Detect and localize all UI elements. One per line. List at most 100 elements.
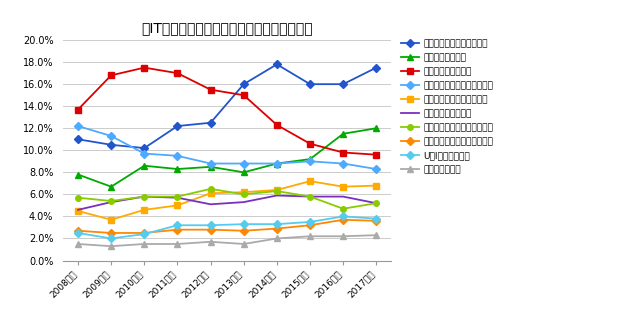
会社の将来性が不安 bbox=[306, 142, 314, 146]
U・Iターンしたい bbox=[174, 223, 181, 227]
会社の評価方法に不満がある bbox=[372, 219, 380, 223]
ほかにやりたい仕事がある bbox=[372, 65, 380, 69]
市場価値を上げたい bbox=[240, 200, 247, 204]
残業が多い／休日が少ない bbox=[240, 190, 247, 194]
ほかにやりたい仕事がある bbox=[273, 62, 281, 66]
昇進が望めない bbox=[207, 240, 215, 244]
Legend: ほかにやりたい仕事がある, 給与に不満がある, 会社の将来性が不安, 専門知識・技術を習得したい, 残業が多い／休日が少ない, 市場価値を上げたい, 幅広い経験: ほかにやりたい仕事がある, 給与に不満がある, 会社の将来性が不安, 専門知識・… bbox=[398, 36, 497, 178]
U・Iターンしたい bbox=[107, 236, 115, 240]
会社の将来性が不安 bbox=[174, 71, 181, 75]
市場価値を上げたい bbox=[107, 200, 115, 204]
給与に不満がある bbox=[339, 132, 347, 136]
ほかにやりたい仕事がある bbox=[339, 82, 347, 86]
Line: 会社の評価方法に不満がある: 会社の評価方法に不満がある bbox=[75, 217, 379, 236]
Line: 昇進が望めない: 昇進が望めない bbox=[75, 232, 379, 249]
給与に不満がある bbox=[107, 185, 115, 189]
会社の将来性が不安 bbox=[273, 123, 281, 127]
昇進が望めない bbox=[240, 242, 247, 246]
幅広い経験・知識を積みたい bbox=[141, 195, 148, 199]
幅広い経験・知識を積みたい bbox=[107, 199, 115, 203]
会社の将来性が不安 bbox=[74, 108, 82, 112]
Line: 幅広い経験・知識を積みたい: 幅広い経験・知識を積みたい bbox=[75, 186, 379, 211]
市場価値を上げたい bbox=[174, 196, 181, 200]
残業が多い／休日が少ない bbox=[174, 203, 181, 207]
残業が多い／休日が少ない bbox=[372, 184, 380, 188]
昇進が望めない bbox=[273, 236, 281, 240]
会社の評価方法に不満がある bbox=[207, 228, 215, 232]
会社の評価方法に不満がある bbox=[74, 229, 82, 233]
残業が多い／休日が少ない bbox=[141, 208, 148, 212]
会社の評価方法に不満がある bbox=[273, 226, 281, 230]
U・Iターンしたい bbox=[240, 222, 247, 226]
会社の将来性が不安 bbox=[207, 88, 215, 92]
専門知識・技術を習得したい bbox=[240, 162, 247, 166]
ほかにやりたい仕事がある bbox=[107, 143, 115, 147]
昇進が望めない bbox=[74, 242, 82, 246]
Line: 市場価値を上げたい: 市場価値を上げたい bbox=[78, 195, 376, 210]
ほかにやりたい仕事がある bbox=[306, 82, 314, 86]
市場価値を上げたい bbox=[273, 193, 281, 197]
ほかにやりたい仕事がある bbox=[240, 82, 247, 86]
昇進が望めない bbox=[141, 242, 148, 246]
市場価値を上げたい bbox=[141, 195, 148, 199]
U・Iターンしたい bbox=[207, 223, 215, 227]
幅広い経験・知識を積みたい bbox=[74, 196, 82, 200]
会社の評価方法に不満がある bbox=[240, 229, 247, 233]
残業が多い／休日が少ない bbox=[306, 179, 314, 183]
幅広い経験・知識を積みたい bbox=[372, 201, 380, 205]
会社の評価方法に不満がある bbox=[306, 223, 314, 227]
残業が多い／休日が少ない bbox=[74, 209, 82, 213]
専門知識・技術を習得したい bbox=[107, 134, 115, 138]
市場価値を上げたい bbox=[306, 195, 314, 199]
専門知識・技術を習得したい bbox=[141, 152, 148, 156]
幅広い経験・知識を積みたい bbox=[240, 192, 247, 196]
給与に不満がある bbox=[273, 162, 281, 166]
残業が多い／休日が少ない bbox=[339, 185, 347, 189]
Line: 残業が多い／休日が少ない: 残業が多い／休日が少ない bbox=[75, 178, 379, 222]
給与に不満がある bbox=[141, 164, 148, 168]
給与に不満がある bbox=[372, 126, 380, 130]
会社の将来性が不安 bbox=[339, 151, 347, 155]
専門知識・技術を習得したい bbox=[339, 162, 347, 166]
昇進が望めない bbox=[372, 233, 380, 237]
幅広い経験・知識を積みたい bbox=[306, 195, 314, 199]
ほかにやりたい仕事がある bbox=[141, 146, 148, 150]
給与に不満がある bbox=[174, 167, 181, 171]
幅広い経験・知識を積みたい bbox=[174, 195, 181, 199]
Line: 給与に不満がある: 給与に不満がある bbox=[75, 126, 379, 189]
Line: U・Iターンしたい: U・Iターンしたい bbox=[75, 214, 379, 241]
市場価値を上げたい bbox=[339, 195, 347, 199]
残業が多い／休日が少ない bbox=[273, 188, 281, 192]
Line: 会社の将来性が不安: 会社の将来性が不安 bbox=[75, 65, 379, 158]
専門知識・技術を習得したい bbox=[306, 159, 314, 163]
会社の将来性が不安 bbox=[107, 73, 115, 77]
幅広い経験・知識を積みたい bbox=[339, 207, 347, 211]
幅広い経験・知識を積みたい bbox=[207, 187, 215, 191]
Line: ほかにやりたい仕事がある: ほかにやりたい仕事がある bbox=[75, 61, 379, 151]
会社の評価方法に不満がある bbox=[107, 231, 115, 235]
会社の評価方法に不満がある bbox=[141, 231, 148, 235]
給与に不満がある bbox=[306, 157, 314, 161]
市場価値を上げたい bbox=[207, 202, 215, 206]
U・Iターンしたい bbox=[74, 231, 82, 235]
ほかにやりたい仕事がある bbox=[74, 137, 82, 141]
幅広い経験・知識を積みたい bbox=[273, 189, 281, 193]
昇進が望めない bbox=[306, 234, 314, 238]
専門知識・技術を習得したい bbox=[174, 154, 181, 158]
Title: 【IT・通信】転職理由の経年変化（年度別）: 【IT・通信】転職理由の経年変化（年度別） bbox=[141, 21, 313, 35]
専門知識・技術を習得したい bbox=[74, 124, 82, 128]
会社の将来性が不安 bbox=[240, 93, 247, 97]
ほかにやりたい仕事がある bbox=[207, 121, 215, 125]
U・Iターンしたい bbox=[273, 222, 281, 226]
専門知識・技術を習得したい bbox=[273, 162, 281, 166]
給与に不満がある bbox=[74, 173, 82, 177]
U・Iターンしたい bbox=[141, 232, 148, 236]
昇進が望めない bbox=[174, 242, 181, 246]
U・Iターンしたい bbox=[306, 220, 314, 224]
給与に不満がある bbox=[207, 165, 215, 169]
専門知識・技術を習得したい bbox=[207, 162, 215, 166]
Line: 専門知識・技術を習得したい: 専門知識・技術を習得したい bbox=[75, 123, 379, 172]
市場価値を上げたい bbox=[372, 201, 380, 205]
会社の将来性が不安 bbox=[141, 65, 148, 69]
給与に不満がある bbox=[240, 170, 247, 174]
